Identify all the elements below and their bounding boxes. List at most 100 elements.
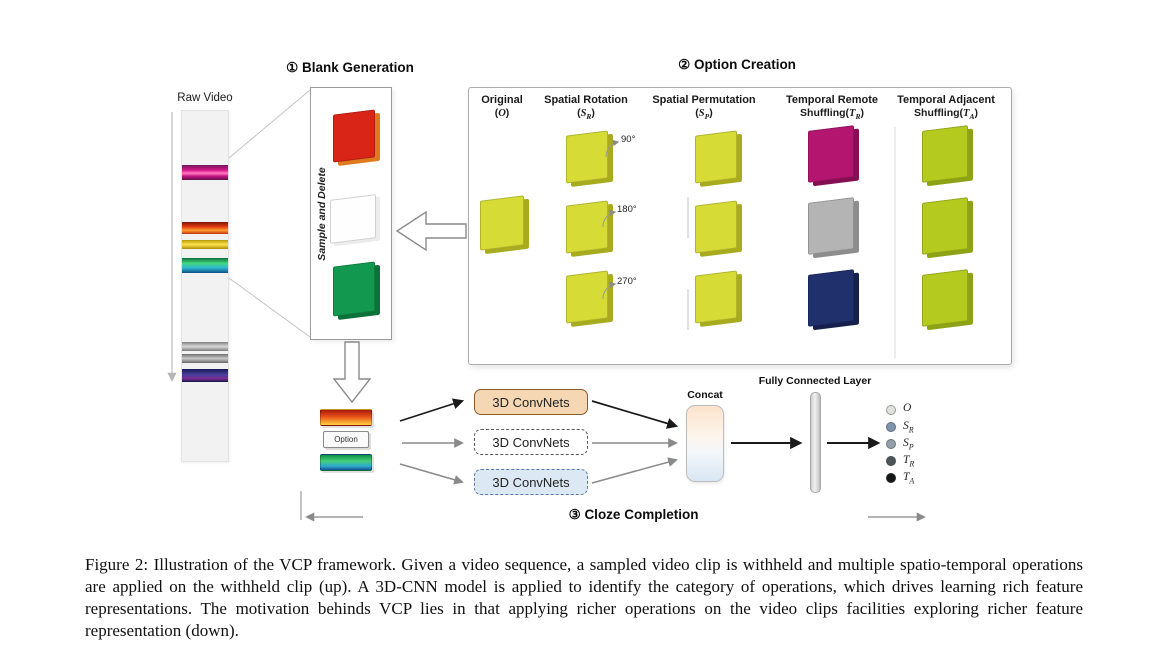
step1-title: Blank Generation (302, 60, 414, 75)
adjacent-shuffle-clip-1 (922, 125, 968, 183)
adjacent-shuffle-clip-3 (922, 269, 968, 327)
remote-shuffle-clip-gray (808, 197, 854, 255)
column-header-spatial-rotation: Spatial Rotation (SR) (534, 93, 638, 122)
symbol-pre: ( (695, 107, 699, 120)
options-to-blank-arrow (395, 210, 467, 252)
class-sub: P (908, 442, 914, 452)
rotation-clip-90 (566, 130, 608, 184)
column-symbol: (SP) (641, 107, 767, 122)
column-name: Temporal Adjacent (897, 94, 995, 106)
class-symbol: S (903, 436, 909, 449)
rotation-label-90: 90° (621, 134, 636, 145)
step2-number: ② (678, 57, 691, 72)
sample-funnel-line-bottom (228, 277, 311, 338)
symbol-post: ) (591, 107, 595, 120)
original-clip (480, 195, 524, 251)
symbol-post: ) (974, 107, 978, 120)
output-legend: O SR SP TR TA (886, 401, 914, 487)
stack-clip-green (320, 454, 372, 471)
convnet-box-1: 3D ConvNets (474, 389, 588, 415)
video-frame-bar-red (182, 222, 228, 234)
convnet-label: 3D ConvNets (492, 394, 570, 410)
rotation-clip-180 (566, 200, 608, 254)
class-dot-sp (886, 438, 896, 449)
figure-caption: Figure 2: Illustration of the VCP framew… (85, 554, 1083, 642)
permutation-clip-3 (695, 270, 737, 324)
convnet3-to-concat-arrow (591, 457, 678, 484)
video-frame-bar-navy (182, 369, 228, 382)
class-label: SP (903, 437, 914, 451)
rotation-label-270: 270° (617, 276, 637, 287)
concat-box (686, 405, 724, 482)
column-name: Temporal Remote (785, 94, 879, 106)
convnet-box-3: 3D ConvNets (474, 469, 588, 495)
column-name: Spatial Rotation (544, 94, 628, 106)
convnet1-to-concat-arrow (591, 400, 679, 429)
legend-row-o: O (886, 401, 914, 418)
remote-shuffle-clip-magenta (808, 125, 854, 183)
class-sub: R (909, 459, 915, 469)
column-header-temporal-remote: Temporal Remote Shuffling(TR) (773, 93, 891, 122)
symbol-pre: Shuffling( (800, 107, 850, 120)
symbol-letter: S (698, 108, 705, 120)
blank-generation-heading: ① Blank Generation (262, 60, 438, 76)
class-dot-o (886, 404, 896, 415)
raw-video-label: Raw Video (177, 92, 233, 104)
symbol-sub: R (855, 112, 861, 122)
video-frame-bar-gray1 (182, 342, 228, 351)
raw-video-strip (181, 110, 229, 462)
withheld-clip-red (333, 109, 375, 163)
class-sub: A (909, 476, 915, 486)
video-frame-bar-yellow (182, 240, 228, 249)
rotation-clip-270 (566, 270, 608, 324)
symbol-letter: T (963, 108, 970, 120)
symbol-sub: R (586, 112, 592, 122)
column-name: Original (481, 94, 523, 106)
symbol-pre: ( (577, 107, 581, 120)
concat-label: Concat (687, 389, 723, 401)
class-label: SR (903, 420, 914, 434)
class-symbol: T (903, 454, 910, 466)
option-creation-box (468, 87, 1012, 365)
symbol-pre: ( (494, 107, 499, 120)
option-creation-heading: ② Option Creation (647, 57, 827, 73)
class-dot-tr (886, 456, 896, 467)
symbol-sub: A (969, 112, 975, 122)
symbol-letter: O (498, 108, 506, 120)
symbol-post: ) (505, 107, 510, 120)
class-symbol: S (903, 419, 909, 432)
step3-number: ③ (568, 507, 581, 522)
column-symbol: (SR) (534, 107, 638, 122)
video-frame-bar-green (182, 258, 228, 273)
step3-title: Cloze Completion (584, 507, 699, 522)
legend-row-tr: TR (886, 453, 914, 470)
video-frame-bar-magenta (182, 165, 228, 180)
blank-to-stack-arrow (332, 341, 372, 404)
column-name: Spatial Permutation (652, 94, 756, 106)
permutation-clip-1 (695, 130, 737, 184)
withheld-clip-green (333, 261, 375, 317)
convnet-label: 3D ConvNets (492, 474, 570, 490)
column-symbol: Shuffling(TA) (886, 107, 1006, 122)
class-label: O (903, 402, 911, 416)
class-label: TA (903, 471, 914, 485)
class-symbol: T (903, 471, 910, 484)
caption-prefix: Figure 2: (85, 555, 149, 574)
step2-title: Option Creation (693, 57, 796, 72)
class-symbol: O (903, 402, 912, 415)
column-header-original: Original (O) (470, 93, 534, 122)
symbol-post: ) (709, 107, 713, 120)
class-sub: R (908, 424, 914, 434)
symbol-letter: T (849, 108, 856, 120)
legend-row-sp: SP (886, 435, 914, 452)
video-frame-bar-gray2 (182, 354, 228, 363)
column-header-spatial-permutation: Spatial Permutation (SP) (641, 93, 767, 122)
fully-connected-layer-bar (810, 392, 821, 493)
fc-label: Fully Connected Layer (758, 375, 872, 387)
symbol-pre: Shuffling( (914, 107, 964, 120)
legend-row-sr: SR (886, 418, 914, 435)
symbol-letter: S (580, 108, 587, 120)
cloze-completion-heading: ③ Cloze Completion (541, 507, 726, 523)
caption-text: Illustration of the VCP framework. Given… (85, 555, 1084, 640)
